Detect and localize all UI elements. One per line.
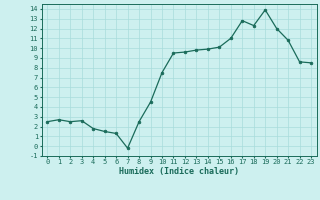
X-axis label: Humidex (Indice chaleur): Humidex (Indice chaleur): [119, 167, 239, 176]
